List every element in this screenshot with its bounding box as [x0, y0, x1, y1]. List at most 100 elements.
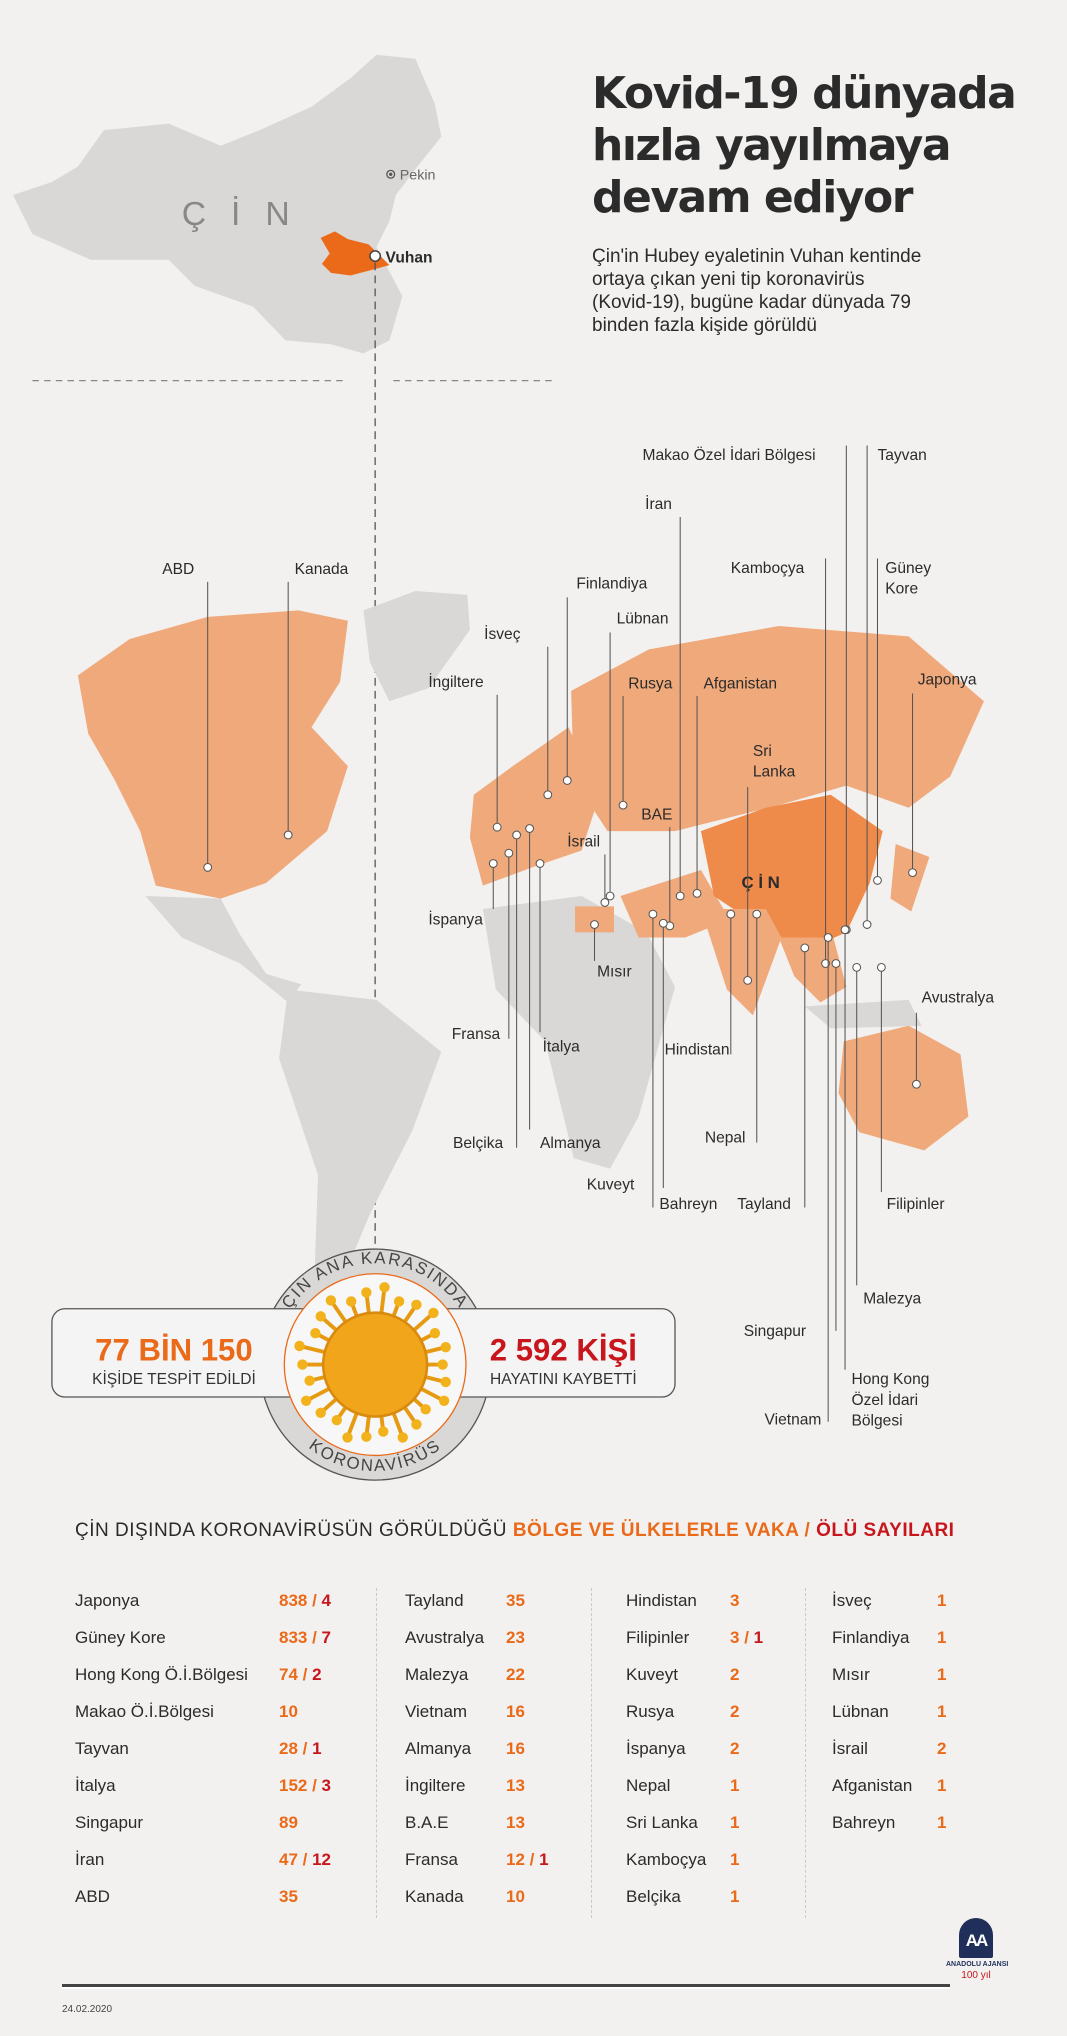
callout: Güney Kore	[873, 558, 931, 885]
callout: Bahreyn	[658, 918, 717, 1213]
table-row-name: Afganistan	[832, 1776, 913, 1795]
virus-spike-tip	[440, 1376, 451, 1388]
table-row-value: 16	[506, 1700, 525, 1724]
callout: Afganistan	[692, 675, 777, 898]
callout: Hong Kong Özel İdari Bölgesi	[840, 925, 930, 1430]
world-map: Ç İ N ABD Kanada Finlandiya İsveç Lübnan İngi…	[77, 445, 994, 1430]
callout-label: İsveç	[484, 624, 521, 643]
callout-label: İtalya	[543, 1037, 581, 1056]
callout: İran	[645, 494, 685, 901]
callout-label: Malezya	[863, 1291, 921, 1308]
case-count: 2	[937, 1739, 947, 1758]
callout-label: Kanada	[295, 561, 349, 578]
case-count: 13	[506, 1813, 525, 1832]
footer-date: 24.02.2020	[62, 2004, 113, 2015]
callout-label: Hindistan	[665, 1041, 730, 1058]
table-row-name: Mısır	[832, 1665, 870, 1684]
virus-spike-tip	[346, 1296, 357, 1307]
slash: /	[297, 1739, 313, 1758]
cases-value: 77 BİN 150	[95, 1333, 253, 1368]
case-count: 1	[730, 1850, 740, 1869]
callout: Singapur	[744, 959, 841, 1340]
location-dot-icon	[726, 909, 736, 919]
callout: Lübnan	[605, 610, 669, 901]
case-count: 10	[506, 1887, 525, 1906]
callout-label: Bölgesi	[852, 1413, 903, 1430]
case-count: 74	[279, 1665, 298, 1684]
case-count: 1	[937, 1665, 947, 1684]
death-count: 7	[321, 1628, 332, 1647]
pekin-label: Pekin	[400, 167, 436, 183]
slash: /	[297, 1850, 313, 1869]
death-count: 1	[312, 1739, 322, 1758]
table-row-name: Lübnan	[832, 1702, 889, 1721]
table-row-name: İran	[75, 1850, 105, 1869]
virus-spike-tip	[297, 1359, 308, 1370]
table-row-name: Hindistan	[626, 1591, 697, 1610]
subtitle-line: ortaya çıkan yeni tip koronavirüs	[592, 269, 865, 290]
callout-label: Özel İdari	[852, 1390, 919, 1409]
case-count: 1	[730, 1776, 740, 1795]
table-row-value: 1	[937, 1626, 946, 1650]
table-row-value: 10	[279, 1700, 298, 1724]
table-title-deaths: ÖLÜ SAYILARI	[816, 1520, 955, 1541]
death-count: 1	[753, 1628, 764, 1647]
location-dot-icon	[618, 800, 628, 810]
case-count: 833	[279, 1628, 308, 1647]
callout-label: İran	[645, 494, 672, 513]
virus-spike-tip	[428, 1307, 439, 1319]
case-count: 2	[730, 1665, 740, 1684]
virus-spike-tip	[361, 1287, 372, 1298]
central-america	[145, 895, 302, 1003]
table-title-cases: BÖLGE VE ÜLKELERLE VAKA /	[512, 1520, 817, 1541]
table-row-name: İsveç	[832, 1591, 872, 1610]
callout: Mısır	[590, 920, 632, 980]
location-dot-icon	[752, 909, 762, 919]
virus-spike-tip	[315, 1311, 326, 1322]
location-dot-icon	[488, 859, 498, 868]
japan	[890, 844, 930, 912]
location-dot-icon	[831, 959, 841, 968]
virus-spike-tip	[429, 1328, 441, 1339]
callout: Fransa	[452, 848, 514, 1043]
table-row-value: 13	[506, 1774, 525, 1798]
table-row-name: Bahreyn	[832, 1813, 896, 1832]
location-dot-icon	[675, 891, 685, 901]
table-row-value: 12 / 1	[506, 1848, 549, 1872]
middle-east	[620, 870, 730, 938]
case-count: 89	[279, 1813, 298, 1832]
callout: Hindistan	[665, 909, 736, 1058]
case-count: 28	[279, 1739, 298, 1758]
virus-spike-tip	[310, 1328, 321, 1339]
table-row-name: Tayland	[405, 1591, 464, 1610]
callout-label: Mısır	[597, 963, 632, 980]
callout: İtalya	[535, 859, 581, 1056]
table-row-name: Filipinler	[626, 1628, 690, 1647]
table-row-name: B.A.E	[405, 1813, 449, 1832]
callout-label: Hong Kong	[852, 1371, 930, 1388]
table-row-name: Malezya	[405, 1665, 469, 1684]
title-line: devam ediyor	[592, 172, 913, 223]
column-divider	[376, 1588, 377, 1918]
virus-spike-tip	[438, 1395, 450, 1406]
table-row-value: 47 / 12	[279, 1848, 331, 1872]
china-map: Pekin Ç İ N Vuhan	[12, 54, 556, 1250]
table-row-value: 2	[730, 1663, 739, 1687]
title-line: hızla yayılmaya	[592, 120, 952, 171]
north-america	[77, 610, 348, 899]
callout-label: Sri	[753, 743, 772, 760]
pekin-marker-icon	[386, 169, 396, 179]
case-count: 10	[279, 1702, 298, 1721]
callout: BAE	[641, 806, 675, 931]
table-row-name: Belçika	[626, 1887, 681, 1906]
table-row-value: 2	[730, 1737, 739, 1761]
table-row-name: Güney Kore	[75, 1628, 166, 1647]
case-count: 2	[730, 1739, 740, 1758]
location-dot-icon	[600, 898, 610, 907]
callout-label: Makao Özel İdari Bölgesi	[643, 445, 816, 464]
table-row-value: 35	[279, 1885, 298, 1909]
table-row-name: Rusya	[626, 1702, 675, 1721]
case-count: 16	[506, 1702, 525, 1721]
death-count: 12	[312, 1850, 332, 1869]
callout-label: Almanya	[540, 1135, 601, 1152]
